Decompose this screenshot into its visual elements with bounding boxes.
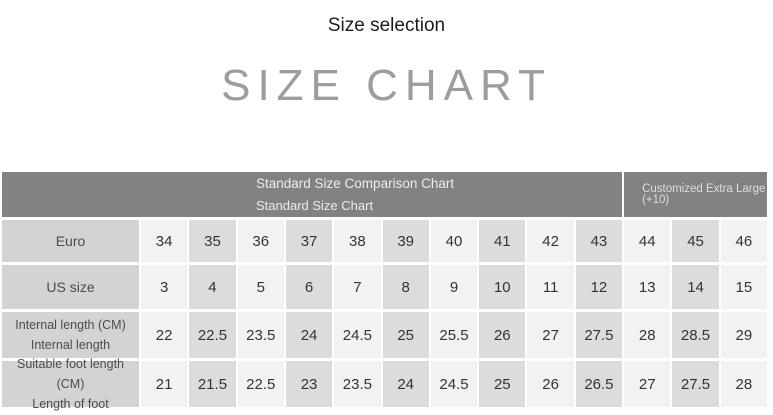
- table-cell: 9: [430, 265, 478, 309]
- size-table: Standard Size Comparison Chart Standard …: [2, 172, 767, 411]
- table-cell: 37: [285, 220, 333, 262]
- table-cell: 39: [382, 220, 429, 262]
- table-cell: 44: [624, 220, 671, 262]
- table-cell: 28.5: [672, 312, 719, 358]
- table-cell: 22.5: [189, 312, 236, 358]
- table-cell: 41: [479, 220, 526, 262]
- table-cell: 14: [672, 265, 719, 309]
- row-label-line: Internal length: [30, 338, 111, 352]
- row-label-line: Length of foot: [32, 397, 109, 411]
- row-label-line: US size: [46, 278, 95, 295]
- table-cell: 12: [575, 265, 623, 309]
- table-cell: 10: [479, 265, 526, 309]
- row-label-line: Internal length (CM): [15, 318, 126, 332]
- row-label: Suitable foot length (CM) Length of foot: [2, 357, 139, 411]
- table-cell: 4: [189, 265, 236, 309]
- table-cell: 5: [237, 265, 284, 309]
- table-cell: 27: [624, 361, 671, 407]
- table-cell: 23: [285, 361, 333, 407]
- table-cell: 3: [141, 265, 188, 309]
- table-cell: 24: [285, 312, 333, 358]
- table-cell: 46: [720, 220, 767, 262]
- table-cell: 29: [720, 312, 767, 358]
- table-cell: 24.5: [334, 312, 381, 358]
- table-cell: 11: [527, 265, 574, 309]
- table-cell: 22: [141, 312, 188, 358]
- table-cell: 21.5: [189, 361, 236, 407]
- table-cell: 28: [624, 312, 671, 358]
- row-label-line: Euro: [55, 232, 86, 249]
- table-header-standard: Standard Size Comparison Chart Standard …: [2, 172, 623, 217]
- table-cell: 43: [575, 220, 623, 262]
- table-cell: 38: [334, 220, 381, 262]
- row-label-line: Suitable foot length (CM): [16, 357, 125, 391]
- table-cell: 25.5: [430, 312, 478, 358]
- table-cell: 25: [479, 361, 526, 407]
- table-cell: 21: [141, 361, 188, 407]
- table-cell: 7: [334, 265, 381, 309]
- table-cell: 27.5: [672, 361, 719, 407]
- header-standard-line2: Standard Size Chart: [256, 198, 374, 213]
- table-cell: 13: [624, 265, 671, 309]
- row-label: US size: [2, 265, 139, 309]
- header-customized-line1: Customized Extra Large: [642, 182, 766, 195]
- table-cell: 42: [527, 220, 574, 262]
- table-cell: 26: [479, 312, 526, 358]
- table-cell: 27.5: [575, 312, 623, 358]
- chart-title: SIZE CHART: [221, 61, 552, 110]
- row-label: Euro: [2, 220, 139, 262]
- table-cell: 36: [237, 220, 284, 262]
- table-cell: 26.5: [575, 361, 623, 407]
- table-cell: 40: [430, 220, 478, 262]
- table-cell: 23.5: [334, 361, 381, 407]
- table-cell: 24: [382, 361, 429, 407]
- table-cell: 22.5: [237, 361, 284, 407]
- table-cell: 28: [720, 361, 767, 407]
- table-cell: 35: [189, 220, 236, 262]
- table-cell: 26: [527, 361, 574, 407]
- table-cell: 45: [672, 220, 719, 262]
- table-cell: 27: [527, 312, 574, 358]
- table-cell: 23.5: [237, 312, 284, 358]
- table-cell: 6: [285, 265, 333, 309]
- table-cell: 24.5: [430, 361, 478, 407]
- table-cell: 34: [141, 220, 188, 262]
- row-label: Internal length (CM) Internal length: [2, 312, 139, 358]
- table-cell: 25: [382, 312, 429, 358]
- header-customized-line2: (+10): [642, 193, 670, 206]
- table-header-customized: Customized Extra Large (+10): [624, 172, 767, 217]
- table-cell: 15: [720, 265, 767, 309]
- page-title: Size selection: [327, 15, 446, 36]
- header-standard-line1: Standard Size Comparison Chart: [256, 176, 455, 191]
- table-cell: 8: [382, 265, 429, 309]
